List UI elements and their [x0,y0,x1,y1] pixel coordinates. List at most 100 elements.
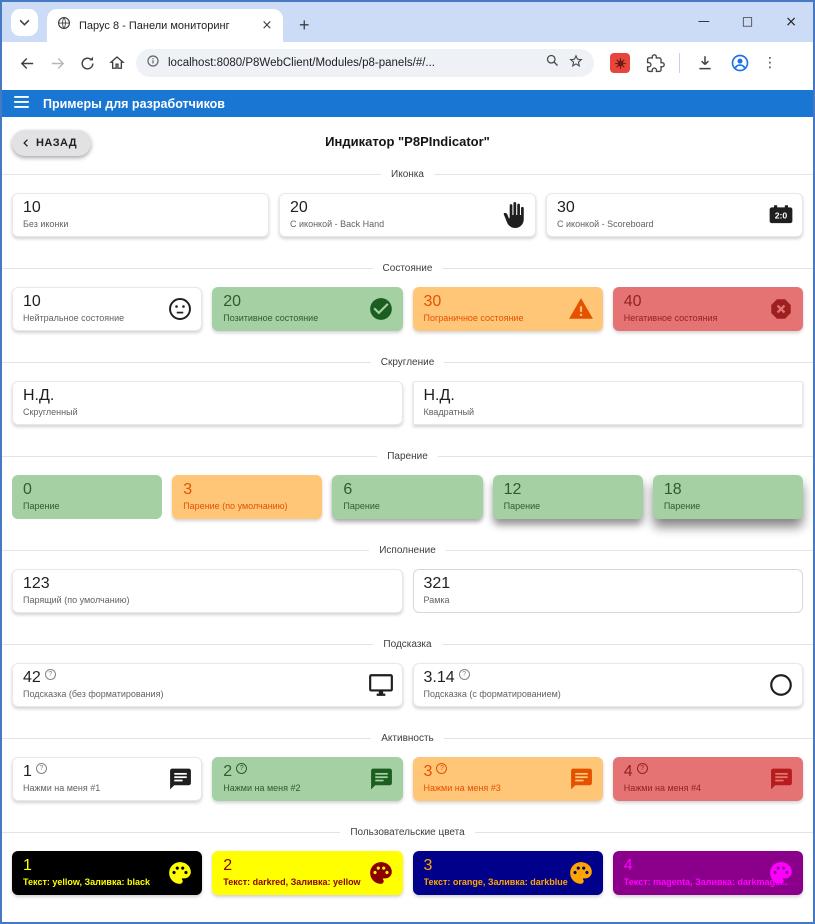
indicator-label: Текст: orange, Заливка: darkblue [423,877,568,887]
indicator-card: 3.14 Подсказка (с форматированием) [412,663,803,707]
section-label: Пользовательские цвета [350,826,465,838]
dangerous-icon [768,296,794,322]
indicator-label: Парение [663,501,701,511]
section-label: Исполнение [379,544,436,556]
section-row: 42 Подсказка (без форматирования) 3.14 П… [12,663,803,707]
indicator-value: 30 [557,199,575,216]
back-nav-icon[interactable] [12,48,42,78]
help-icon [44,669,56,680]
indicator-value: 4 [623,857,633,874]
indicator-value: 10 [23,199,41,216]
indicator-value: 20 [290,199,308,216]
message-icon [569,767,594,792]
indicator-card: 18 Парение [652,475,804,519]
indicator-value: Н.Д. [423,387,455,404]
indicator-card: 42 Подсказка (без форматирования) [12,663,403,707]
tab-close-icon[interactable]: × [261,18,273,33]
window-minimize-icon[interactable]: — [697,14,710,28]
app-bar: Примеры для разработчиков [2,90,813,117]
indicator-card: 4 Текст: magenta, Заливка: darkmage... [612,851,803,895]
section-divider: Подсказка [2,637,813,651]
indicator-label: Подсказка (без форматирования) [23,689,164,699]
indicator-card-clickable[interactable]: 1 Нажми на меня #1 [12,757,203,801]
indicator-card-clickable[interactable]: 3 Нажми на меня #3 [412,757,603,801]
help-icon [35,763,47,774]
palette-icon [568,860,594,886]
indicator-card: 6 Парение [332,475,483,519]
browser-tab[interactable]: Парус 8 - Панели мониторинг × [47,9,283,42]
tab-strip: Парус 8 - Панели мониторинг × + — □ × [2,2,813,42]
indicator-card-clickable[interactable]: 4 Нажми на меня #4 [612,757,803,801]
section-divider: Парение [2,449,813,463]
extensions-puzzle-icon[interactable] [646,53,665,73]
reload-icon[interactable] [72,48,102,78]
bookmark-star-icon[interactable] [568,53,584,74]
tab-search-button[interactable] [11,9,38,36]
indicator-value: 3.14 [424,668,793,688]
indicator-label: Позитивное состояние [223,313,319,323]
indicator-value: 1 [23,857,32,874]
indicator-card: 0 Парение [12,475,163,519]
warning-icon [568,296,594,322]
indicator-card: 30 Пограничное состояние [412,287,603,331]
hamburger-menu-icon[interactable] [14,95,29,113]
section-label: Подсказка [383,638,432,650]
browser-menu-dots-icon[interactable]: ⋮ [763,55,777,71]
section-label: Скругление [380,356,435,368]
indicator-label: С иконкой - Scoreboard [557,219,654,229]
browser-toolbar: localhost:8080/P8WebClient/Modules/p8-pa… [2,42,813,84]
section-row: 1 Нажми на меня #1 2 Нажми на меня #2 3 … [12,757,803,801]
back-button[interactable]: НАЗАД [12,130,91,156]
page-title: Индикатор "P8PIndicator" [325,134,490,149]
help-icon [458,669,470,680]
message-icon [369,767,394,792]
indicator-label: Парящий (по умолчанию) [23,595,130,605]
section-label: Парение [387,450,428,462]
indicator-label: Текст: magenta, Заливка: darkmage... [623,877,788,887]
back-hand-icon [501,202,527,228]
indicator-value: 10 [23,293,41,310]
section-divider: Активность [2,731,813,745]
profile-icon[interactable] [730,53,750,73]
help-icon [436,763,448,774]
circle-icon [768,672,794,698]
section-divider: Исполнение [2,543,813,557]
section-divider: Состояние [2,261,813,275]
indicator-card: 2 Текст: darkred, Заливка: yellow [212,851,403,895]
help-icon [236,763,248,774]
indicator-value: 123 [23,575,50,592]
home-icon[interactable] [102,48,132,78]
indicator-label: Рамка [423,595,450,605]
message-icon [168,767,193,792]
indicator-card: 30 С иконкой - Scoreboard 2:0 [546,193,803,237]
downloads-icon[interactable] [696,54,714,72]
indicator-card: 10 Без иконки [12,193,269,237]
indicator-label: Нейтральное состояние [23,313,125,323]
indicator-card: Н.Д. Квадратный [412,381,803,425]
indicator-card-clickable[interactable]: 2 Нажми на меня #2 [212,757,403,801]
url-text[interactable]: localhost:8080/P8WebClient/Modules/p8-pa… [168,57,436,69]
indicator-value: 18 [663,481,682,498]
favicon-globe-icon [57,16,71,35]
indicator-value: 20 [223,293,242,310]
forward-nav-icon[interactable] [42,48,72,78]
zoom-icon[interactable] [545,53,560,73]
section-divider: Иконка [2,167,813,181]
indicator-label: С иконкой - Back Hand [290,219,385,229]
chevron-left-icon [23,139,28,147]
indicator-label: Текст: darkred, Заливка: yellow [223,877,361,887]
check-circle-icon [368,296,394,322]
indicator-value: 4 [624,762,792,782]
section-label: Состояние [382,262,433,274]
extension-adblock-icon[interactable] [610,53,630,73]
site-info-icon[interactable] [146,54,160,73]
indicator-label: Текст: yellow, Заливка: black [23,877,150,887]
url-bar[interactable]: localhost:8080/P8WebClient/Modules/p8-pa… [136,49,594,77]
indicator-label: Парение [503,501,541,511]
indicator-value: 12 [503,481,522,498]
new-tab-button[interactable]: + [299,15,310,35]
window-maximize-icon[interactable]: □ [741,14,754,28]
window-close-icon[interactable]: × [785,14,797,30]
page-content: Индикатор "P8PIndicator" НАЗАД Иконка 10… [2,117,813,922]
indicator-label: Парение (по умолчанию) [183,501,288,511]
